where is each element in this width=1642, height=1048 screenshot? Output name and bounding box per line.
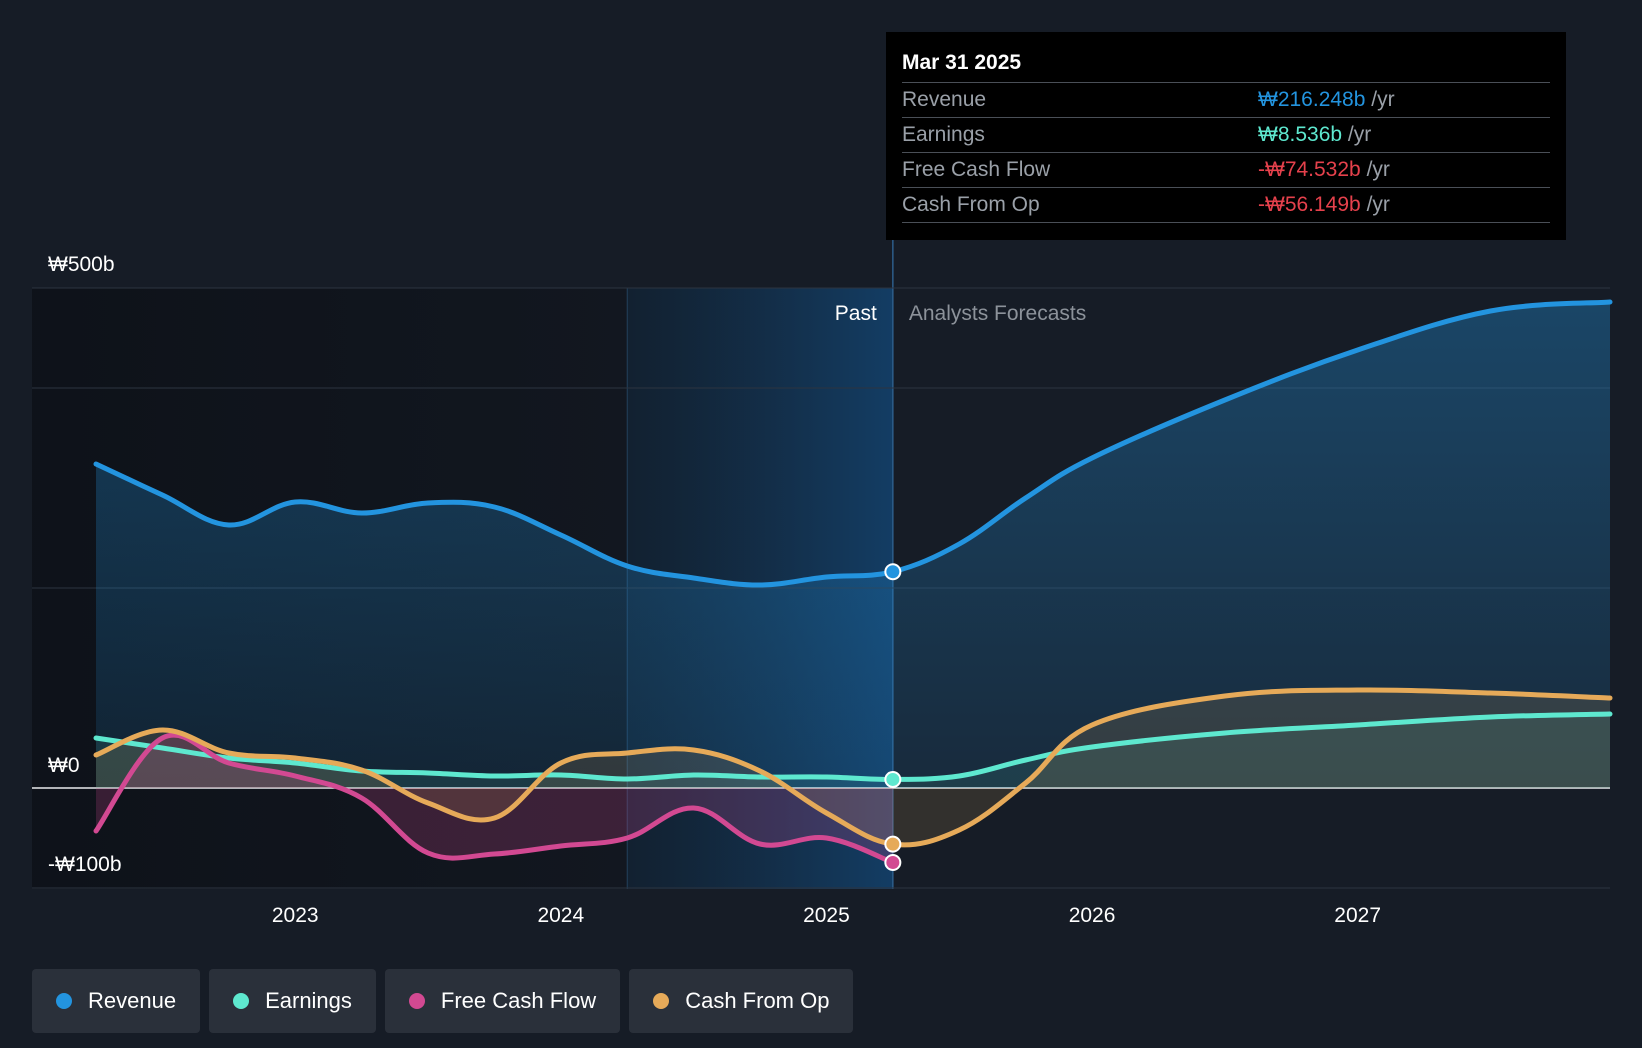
x-tick-label: 2027 (1334, 904, 1381, 927)
tooltip-unit: /yr (1360, 193, 1390, 216)
legend-label: Revenue (88, 988, 177, 1013)
x-tick-label: 2023 (272, 904, 319, 927)
legend-dot-icon (653, 993, 670, 1009)
tooltip-value-wrap: -₩74.532b /yr (1258, 153, 1390, 187)
legend-label: Free Cash Flow (440, 988, 597, 1013)
tooltip-label: Revenue (902, 88, 987, 111)
tooltip-row-cash-from-op: Cash From Op -₩56.149b /yr (902, 187, 1550, 223)
y-label-zero: ₩0 (48, 754, 80, 777)
tooltip: Mar 31 2025 Revenue ₩216.248b /yr Earnin… (886, 32, 1566, 240)
tooltip-value: ₩216.248b (1258, 88, 1366, 111)
line-cash-from-op (93, 687, 1613, 848)
legend-item-earnings[interactable]: Earnings (209, 969, 376, 1033)
marker-cash-from-op (884, 835, 902, 853)
legend-item-free-cash-flow[interactable]: Free Cash Flow (384, 969, 621, 1033)
tooltip-label: Earnings (902, 123, 985, 146)
tooltip-value: -₩74.532b (1258, 158, 1361, 181)
marker-free-cash-flow (884, 854, 902, 872)
tooltip-value-wrap: -₩56.149b /yr (1258, 188, 1390, 222)
line-free-cash-flow (93, 732, 896, 866)
tooltip-date: Mar 31 2025 (902, 51, 1022, 74)
forecast-label: Analysts Forecasts (909, 302, 1086, 325)
tooltip-value: ₩8.536b (1258, 123, 1343, 146)
tooltip-value-wrap: ₩216.248b /yr (1258, 83, 1395, 117)
area-revenue (96, 302, 1610, 788)
area-free-cash-flow (96, 735, 893, 863)
tooltip-row-revenue: Revenue ₩216.248b /yr (902, 82, 1550, 117)
y-label-top: ₩500b (48, 253, 115, 276)
marker-revenue (884, 563, 902, 581)
legend-item-cash-from-op[interactable]: Cash From Op (629, 969, 854, 1033)
legend-label: Cash From Op (685, 988, 830, 1013)
tooltip-row-free-cash-flow: Free Cash Flow -₩74.532b /yr (902, 152, 1550, 187)
tooltip-row-earnings: Earnings ₩8.536b /yr (902, 117, 1550, 152)
legend-label: Earnings (265, 988, 352, 1013)
tooltip-value-wrap: ₩8.536b /yr (1258, 118, 1371, 152)
y-label-bottom: -₩100b (48, 853, 122, 876)
legend-dot-icon (408, 993, 425, 1009)
tooltip-value: -₩56.149b (1258, 193, 1361, 216)
legend: Revenue Earnings Free Cash Flow Cash Fro… (32, 969, 854, 1033)
legend-dot-icon (233, 993, 250, 1009)
x-tick-label: 2026 (1069, 904, 1116, 927)
tooltip-label: Free Cash Flow (902, 158, 1051, 181)
tooltip-unit: /yr (1360, 158, 1390, 181)
tooltip-unit: /yr (1365, 88, 1395, 111)
line-revenue (93, 299, 1613, 588)
legend-item-revenue[interactable]: Revenue (32, 969, 201, 1033)
line-earnings (93, 711, 1613, 782)
area-cash-from-op (96, 689, 1610, 845)
past-label: Past (835, 302, 877, 325)
tooltip-unit: /yr (1342, 123, 1372, 146)
x-tick-label: 2025 (803, 904, 850, 927)
tooltip-label: Cash From Op (902, 193, 1040, 216)
legend-dot-icon (56, 993, 72, 1009)
marker-earnings (884, 770, 902, 788)
x-tick-label: 2024 (537, 904, 584, 927)
